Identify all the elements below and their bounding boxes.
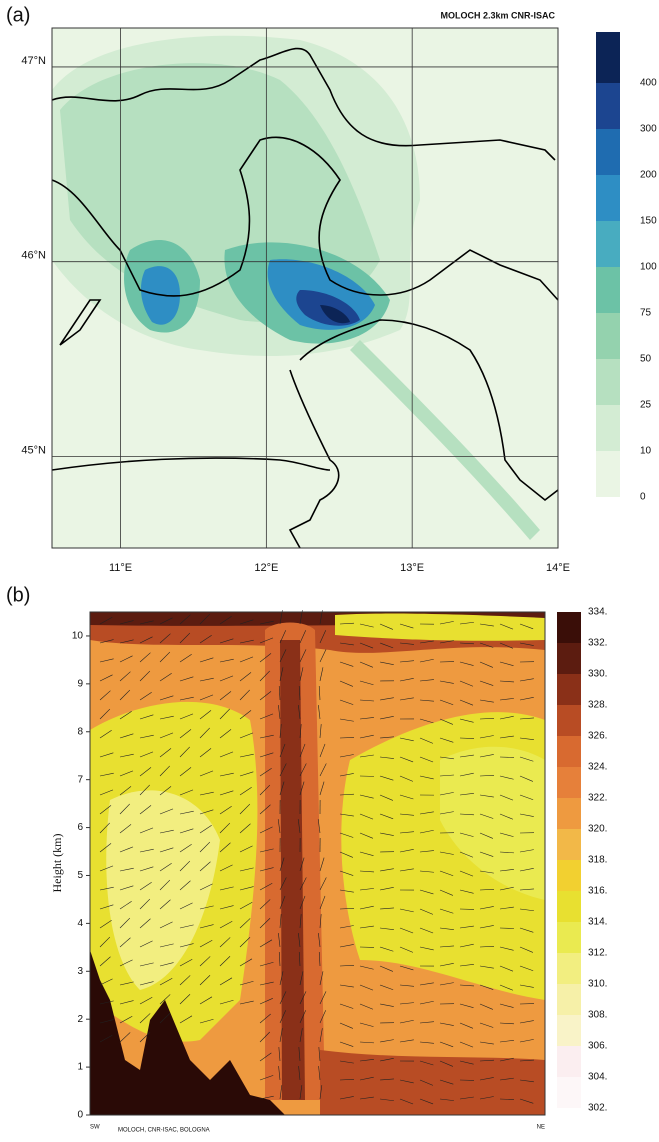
colorbar-band	[557, 674, 581, 705]
y-tick-label: 5	[77, 870, 83, 881]
x-end-label: NE	[537, 1125, 545, 1131]
field-region	[320, 1050, 545, 1115]
colorbar-label: 308.	[588, 1010, 607, 1021]
colorbar-label: 0	[640, 492, 646, 503]
colorbar-label: 75	[640, 308, 652, 319]
y-tick-label: 9	[77, 678, 83, 689]
colorbar-band	[596, 83, 620, 129]
colorbar-label: 332.	[588, 638, 607, 649]
colorbar-label: 302.	[588, 1103, 607, 1114]
colorbar-label: 310.	[588, 979, 607, 990]
colorbar-band	[557, 984, 581, 1015]
colorbar-label: 324.	[588, 762, 607, 773]
colorbar-band	[557, 953, 581, 984]
colorbar-label: 330.	[588, 669, 607, 680]
y-tick-label: 4	[77, 918, 83, 929]
colorbar-band	[596, 405, 620, 451]
colorbar-band	[596, 267, 620, 313]
colorbar-label: 320.	[588, 824, 607, 835]
colorbar-band	[557, 736, 581, 767]
panel-label: (a)	[6, 4, 30, 26]
colorbar-label: 25	[640, 400, 652, 411]
colorbar-label: 314.	[588, 917, 607, 928]
colorbar-band	[557, 1046, 581, 1077]
colorbar-label: 150	[640, 216, 657, 227]
colorbar-label: 328.	[588, 700, 607, 711]
colorbar-label: 10	[640, 446, 652, 457]
colorbar-band	[557, 612, 581, 643]
colorbar-band	[557, 1015, 581, 1046]
y-tick-label: 2	[77, 1014, 83, 1025]
colorbar-band	[596, 451, 620, 497]
colorbar-label: 318.	[588, 855, 607, 866]
y-tick-label: 45°N	[21, 444, 46, 456]
x-tick-label: 13°E	[400, 562, 424, 574]
colorbar-label: 100	[640, 262, 657, 273]
colorbar-band	[557, 922, 581, 953]
x-tick-label: 14°E	[546, 562, 570, 574]
y-axis-title: Height (km)	[50, 834, 64, 893]
colorbar-label: 304.	[588, 1072, 607, 1083]
colorbar-label: 50	[640, 354, 652, 365]
colorbar-band	[557, 798, 581, 829]
colorbar-band	[596, 32, 620, 83]
colorbar-label: 200	[640, 170, 657, 181]
colorbar-band	[557, 891, 581, 922]
colorbar-band	[596, 129, 620, 175]
map-field	[52, 28, 558, 548]
colorbar-label: 326.	[588, 731, 607, 742]
colorbar-label: 400	[640, 78, 657, 89]
cross-section-field	[90, 612, 545, 1115]
colorbar-band	[557, 643, 581, 674]
x-tick-label: 12°E	[254, 562, 278, 574]
colorbar-label: 322.	[588, 793, 607, 804]
footer: MOLOCH, CNR-ISAC, BOLOGNA	[118, 1128, 210, 1134]
y-tick-label: 0	[77, 1110, 83, 1121]
y-tick-label: 1	[77, 1062, 83, 1073]
colorbar-label: 312.	[588, 948, 607, 959]
colorbar-label: 300	[640, 124, 657, 135]
colorbar-band	[596, 175, 620, 221]
annotation: MOLOCH 2.3km CNR-ISAC	[440, 10, 555, 20]
colorbar-label: 316.	[588, 886, 607, 897]
field-region	[335, 614, 545, 641]
colorbar-band	[557, 1077, 581, 1108]
colorbar-band	[596, 313, 620, 359]
y-tick-label: 46°N	[21, 250, 46, 262]
x-tick-label: 11°E	[109, 562, 132, 574]
panel-label: (b)	[6, 584, 30, 606]
y-tick-label: 6	[77, 822, 83, 833]
y-tick-label: 7	[77, 774, 83, 785]
colorbar-band	[596, 359, 620, 405]
colorbar-label: 334.	[588, 607, 607, 618]
colorbar-band	[557, 829, 581, 860]
x-start-label: SW	[90, 1125, 100, 1131]
colorbar-band	[557, 860, 581, 891]
colorbar-band	[557, 767, 581, 798]
colorbar-label: 306.	[588, 1041, 607, 1052]
y-tick-label: 8	[77, 726, 83, 737]
y-tick-label: 10	[72, 631, 84, 642]
y-tick-label: 3	[77, 966, 83, 977]
colorbar-band	[596, 221, 620, 267]
y-tick-label: 47°N	[21, 55, 46, 67]
colorbar-band	[557, 705, 581, 736]
